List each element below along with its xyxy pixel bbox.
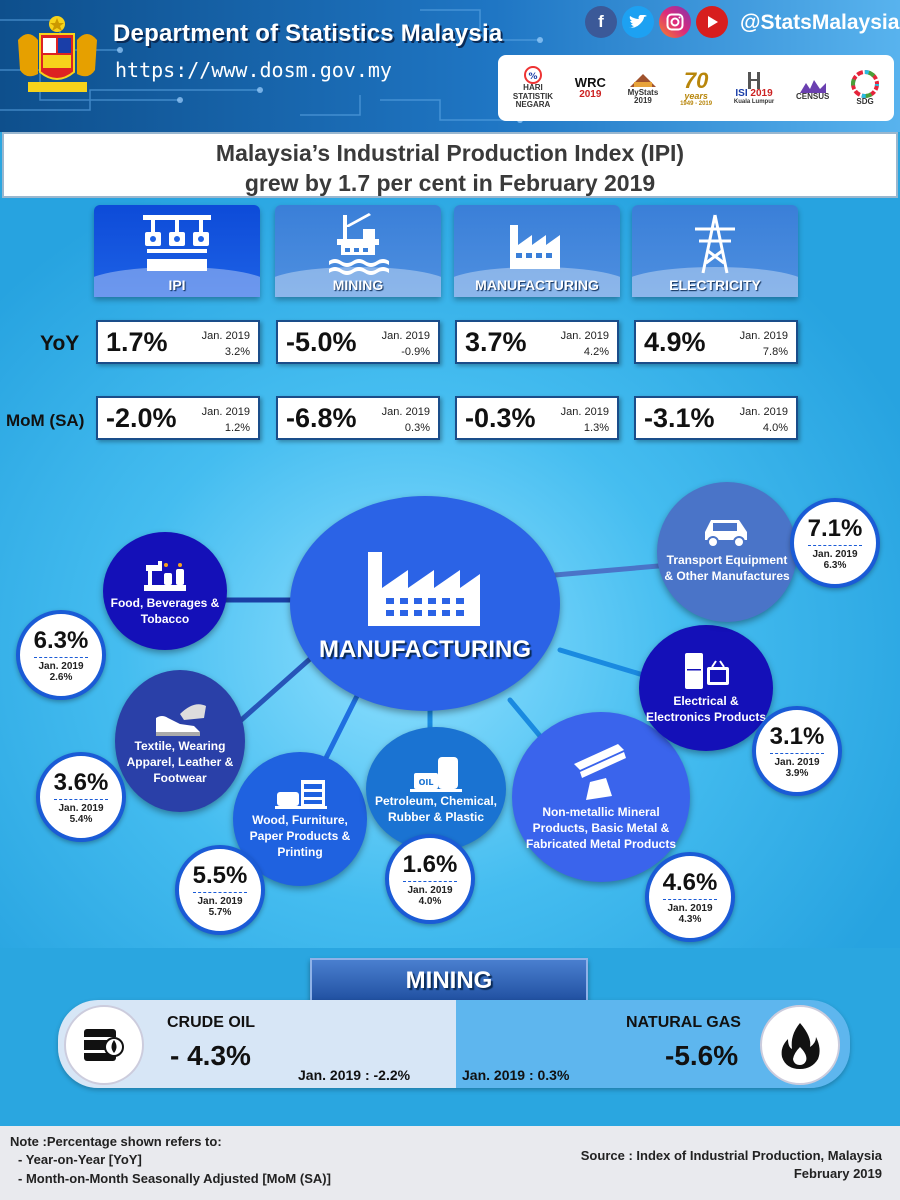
youtube-icon[interactable]: [696, 6, 728, 38]
stat-mom-mining: -6.8% Jan. 2019 0.3%: [276, 396, 440, 440]
robot-arm-icon: [143, 215, 211, 271]
svg-text:OIL: OIL: [419, 778, 434, 787]
mystats-logo-icon: MyStats 2019: [628, 71, 658, 106]
isi-2019-logo-icon: ISI 2019 Kuala Lumpur: [734, 71, 774, 106]
svg-text:%: %: [528, 72, 537, 82]
category-label: ELECTRICITY: [669, 277, 761, 293]
category-card-electricity: ELECTRICITY: [632, 205, 798, 297]
mom-row-label: MoM (SA): [6, 411, 85, 430]
category-label: MINING: [332, 277, 384, 293]
hari-statistik-logo-icon: % HARI STATISTIK NEGARA: [513, 66, 553, 109]
subsector-petroleum-value: 1.6% Jan. 2019 4.0%: [385, 834, 475, 924]
instagram-icon[interactable]: [659, 6, 691, 38]
department-url[interactable]: https://www.dosm.gov.my: [115, 58, 392, 82]
subsector-electrical-value: 3.1% Jan. 2019 3.9%: [752, 706, 842, 796]
note-title: Note :Percentage shown refers to:: [10, 1134, 222, 1149]
natural-gas-title: NATURAL GAS: [626, 1014, 741, 1031]
stat-yoy-ipi: 1.7% Jan. 2019 3.2%: [96, 320, 260, 364]
malaysia-crest-icon: [18, 16, 97, 92]
subsector-textile-value: 3.6% Jan. 2019 5.4%: [36, 752, 126, 842]
subsector-electrical-bubble: Electrical & Electronics Products: [639, 625, 773, 751]
sdg-logo-icon: SDG: [851, 69, 880, 106]
header-banner: Department of Statistics Malaysia https:…: [0, 0, 900, 132]
metal-beams-icon: [574, 744, 626, 800]
category-card-ipi: IPI: [94, 205, 260, 297]
crude-oil-value: - 4.3%: [170, 1040, 251, 1071]
manufacturing-hub-label: MANUFACTURING: [319, 635, 531, 663]
factory-icon: [368, 551, 480, 626]
mining-section-header: MINING: [310, 958, 588, 1004]
oil-barrel-icon: [64, 1005, 144, 1085]
note-item: - Year-on-Year [YoY]: [18, 1152, 142, 1167]
social-icons: f: [585, 6, 728, 38]
footer: Note :Percentage shown refers to: - Year…: [0, 1126, 900, 1200]
70-years-logo-icon: 70 years 1949 - 2019: [680, 67, 713, 108]
oil-tank-icon: OIL: [410, 757, 462, 792]
category-card-mining: MINING: [275, 205, 441, 297]
flame-icon: [760, 1005, 840, 1085]
category-card-manufacturing: MANUFACTURING: [454, 205, 620, 297]
page-title: Malaysia’s Industrial Production Index (…: [2, 132, 898, 198]
title-line-1: Malaysia’s Industrial Production Index (…: [215, 140, 685, 166]
census-logo-icon: CENSUS: [796, 75, 829, 101]
title-line-2: grew by 1.7 per cent in February 2019: [244, 170, 656, 196]
facebook-icon[interactable]: f: [585, 6, 617, 38]
power-tower-icon: [695, 214, 735, 274]
yoy-row-label: YoY: [40, 332, 80, 355]
stat-mom-ipi: -2.0% Jan. 2019 1.2%: [96, 396, 260, 440]
textile-icon: [156, 704, 206, 736]
subsector-textile-bubble: Textile, Wearing Apparel, Leather & Foot…: [115, 670, 245, 812]
subsector-transport-bubble: Transport Equipment & Other Manufactures: [657, 482, 797, 622]
source-line-1: Source : Index of Industrial Production,…: [580, 1148, 882, 1163]
subsector-metal-bubble: Non-metallic Mineral Products, Basic Met…: [512, 712, 690, 882]
car-icon: [705, 520, 747, 548]
event-logos-strip: % HARI STATISTIK NEGARA WRC 2019 MyStats 201…: [498, 55, 894, 121]
stat-yoy-mining: -5.0% Jan. 2019 -0.9%: [276, 320, 440, 364]
subsector-petroleum-bubble: OIL Petroleum, Chemical, Rubber & Plasti…: [366, 727, 506, 851]
crude-oil-title: CRUDE OIL: [167, 1014, 255, 1031]
wrc-logo-icon: WRC 2019: [574, 74, 606, 100]
factory-icon: [510, 225, 560, 269]
note-item: - Month-on-Month Seasonally Adjusted [Mo…: [18, 1171, 331, 1186]
natural-gas-value: -5.6%: [665, 1040, 739, 1071]
category-label: MANUFACTURING: [475, 277, 599, 293]
subsector-wood-value: 5.5% Jan. 2019 5.7%: [175, 845, 265, 935]
subsector-food-bubble: Food, Beverages & Tobacco: [103, 532, 227, 650]
stat-yoy-manufacturing: 3.7% Jan. 2019 4.2%: [455, 320, 619, 364]
twitter-icon[interactable]: [622, 6, 654, 38]
stat-yoy-electricity: 4.9% Jan. 2019 7.8%: [634, 320, 798, 364]
subsector-transport-value: 7.1% Jan. 2019 6.3%: [790, 498, 880, 588]
source-line-2: February 2019: [793, 1166, 882, 1181]
social-handle[interactable]: @StatsMalaysia: [740, 11, 900, 34]
oil-rig-icon: [329, 213, 389, 275]
manufacturing-hub: MANUFACTURING: [290, 496, 560, 711]
department-title: Department of Statistics Malaysia: [113, 20, 503, 47]
appliances-icon: [685, 653, 729, 689]
furniture-icon: [275, 780, 327, 809]
crude-oil-prev: Jan. 2019 : -2.2%: [298, 1067, 411, 1083]
natural-gas-prev: Jan. 2019 : 0.3%: [462, 1067, 570, 1083]
subsector-metal-value: 4.6% Jan. 2019 4.3%: [645, 852, 735, 942]
stat-mom-manufacturing: -0.3% Jan. 2019 1.3%: [455, 396, 619, 440]
stat-mom-electricity: -3.1% Jan. 2019 4.0%: [634, 396, 798, 440]
category-label: IPI: [168, 277, 186, 293]
food-production-icon: [144, 561, 186, 591]
subsector-food-value: 6.3% Jan. 2019 2.6%: [16, 610, 106, 700]
